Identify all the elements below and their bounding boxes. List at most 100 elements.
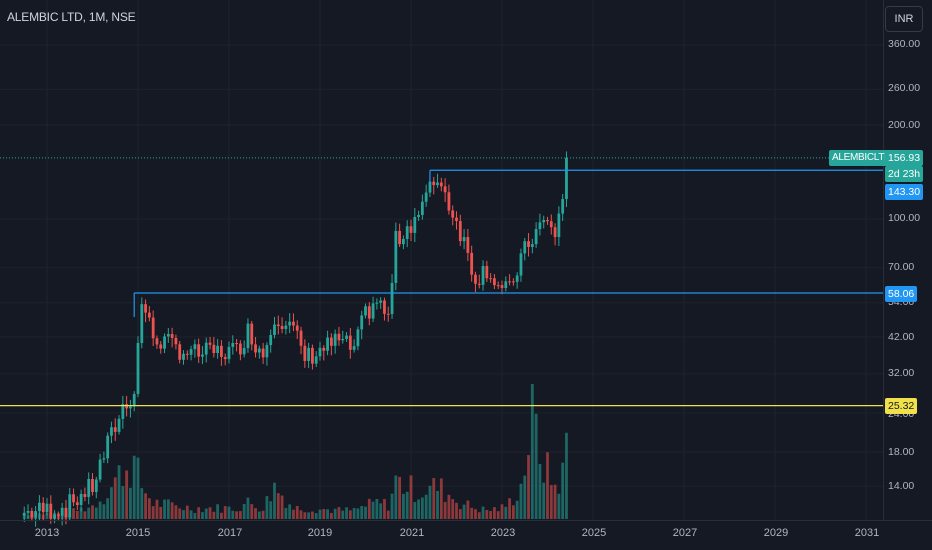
volume-bar	[238, 511, 242, 519]
volume-bar	[367, 498, 371, 519]
volume-bar	[140, 488, 144, 519]
candle-body	[30, 511, 34, 518]
volume-bar	[557, 493, 561, 519]
volume-bar	[493, 507, 496, 519]
time-tick: 2029	[763, 527, 789, 539]
candle-body	[60, 507, 64, 516]
candle-body	[375, 302, 379, 304]
volume-bar	[500, 504, 504, 519]
volume-bar	[417, 499, 420, 519]
symbol-badge: ALEMBICLTD	[829, 150, 895, 166]
candle-body	[208, 342, 212, 345]
candle-body	[257, 348, 261, 353]
volume-bar	[439, 478, 443, 519]
candle-body	[417, 214, 420, 217]
candle-body	[405, 226, 409, 240]
candle-body	[504, 281, 508, 289]
candle-body	[538, 222, 542, 230]
volume-bar	[458, 509, 462, 519]
volume-bar	[341, 510, 345, 519]
candle-body	[242, 348, 246, 355]
level-mid-tag: 58.06	[885, 286, 918, 302]
countdown-tag: 2d 23h	[885, 166, 924, 182]
candle-body	[443, 186, 447, 193]
volume-bar	[102, 504, 106, 519]
candle-body	[220, 345, 223, 357]
volume-bar	[113, 477, 117, 519]
price-tick: 14.00	[888, 480, 915, 492]
price-tick: 70.00	[888, 261, 915, 273]
volume-bar	[447, 494, 451, 519]
candle-body	[136, 343, 140, 394]
time-tick: 2027	[672, 527, 698, 539]
volume-bar	[79, 507, 83, 519]
candle-body	[295, 325, 299, 331]
candle-body	[515, 275, 519, 282]
candle-body	[197, 344, 201, 357]
volume-bar	[333, 508, 337, 519]
volume-bar	[534, 413, 538, 519]
candle-body	[64, 507, 68, 518]
candle-body	[379, 300, 383, 303]
candle-body	[436, 182, 439, 186]
candle-body	[231, 343, 235, 347]
candle-body	[41, 502, 45, 513]
volume-bar	[405, 491, 409, 519]
volume-bar	[561, 462, 565, 519]
candle-body	[420, 201, 424, 215]
candle-body	[163, 336, 166, 349]
candle-body	[250, 323, 254, 345]
time-tick: 2013	[34, 527, 60, 539]
level-high-tag: 143.30	[885, 184, 924, 200]
volume-bar	[409, 475, 413, 519]
volume-bar	[193, 512, 197, 519]
volume-bar	[174, 505, 178, 519]
candle-body	[432, 181, 436, 186]
price-tick: 200.00	[888, 119, 921, 131]
volume-bar	[163, 499, 166, 519]
candle-body	[273, 324, 276, 336]
candle-body	[246, 323, 250, 349]
volume-bar	[159, 506, 163, 519]
candle-body	[553, 227, 557, 238]
candle-body	[348, 335, 352, 350]
volume-bar	[466, 500, 470, 519]
grid	[0, 0, 883, 520]
candle-body	[75, 502, 79, 506]
candle-body	[477, 283, 481, 285]
candle-body	[345, 335, 348, 339]
candle-body	[530, 244, 534, 247]
volume-bar	[197, 507, 201, 519]
currency-button[interactable]: INR	[885, 6, 923, 32]
candle-body	[288, 321, 292, 326]
candle-body	[98, 459, 102, 480]
candle-body	[439, 182, 443, 187]
volume-bar	[182, 510, 185, 519]
candle-body	[94, 479, 98, 493]
candle-body	[238, 343, 242, 355]
candle-body	[383, 300, 386, 314]
candle-body	[117, 418, 121, 432]
candle-body	[38, 502, 41, 512]
candle-body	[451, 210, 455, 218]
volume-bar	[428, 485, 432, 519]
candle-body	[470, 252, 474, 275]
candle-body	[68, 494, 72, 518]
volume-bar	[75, 510, 79, 519]
candle-body	[261, 348, 265, 358]
volume-bar	[322, 508, 326, 519]
volume-bar	[254, 508, 257, 519]
candles	[22, 151, 568, 527]
volume-bar	[189, 510, 193, 519]
volume-bar	[337, 507, 341, 519]
volume-bar	[565, 432, 568, 519]
candle-body	[201, 354, 204, 357]
candle-body	[204, 342, 208, 355]
volume-bar	[220, 512, 223, 519]
candle-body	[493, 278, 496, 286]
volume-bar	[326, 509, 329, 519]
volume-bar	[72, 508, 75, 519]
level-lines	[0, 157, 883, 407]
